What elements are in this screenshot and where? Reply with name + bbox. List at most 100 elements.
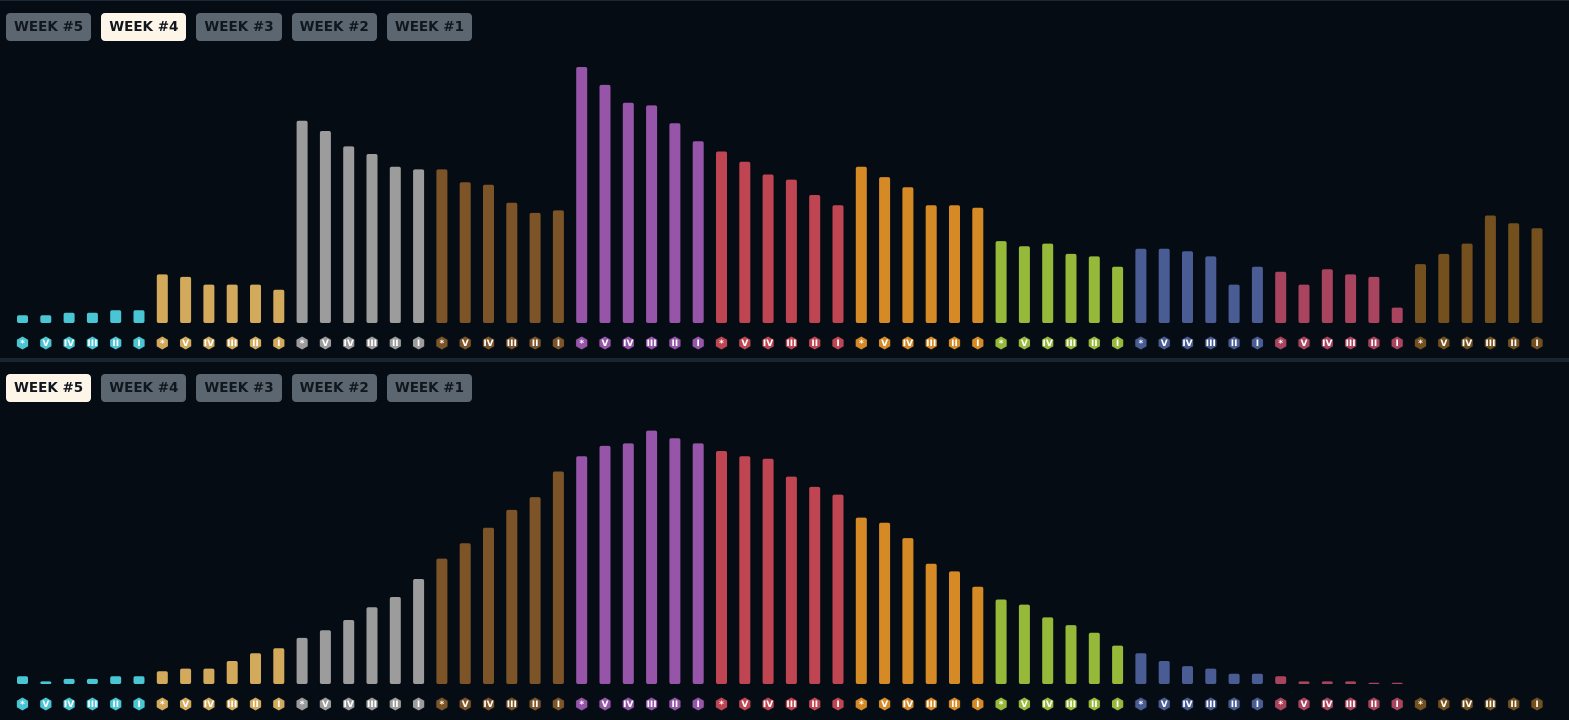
bar-silver-1[interactable] [319, 131, 331, 323]
bar-purple-1[interactable] [599, 84, 611, 324]
bar-bronze-5[interactable] [552, 471, 564, 685]
bar-silver-1[interactable] [319, 630, 331, 684]
bar-cyan-2[interactable] [63, 312, 75, 323]
bar-brown-2[interactable] [1461, 243, 1473, 323]
bar-brown-4[interactable] [1508, 223, 1520, 323]
bar-cyan-0[interactable] [17, 676, 28, 684]
bar-red-1[interactable] [739, 456, 751, 684]
bar-green-5[interactable] [1112, 266, 1124, 323]
tab-week-4[interactable]: WEEK #4 [101, 13, 187, 41]
bar-cyan-5[interactable] [133, 676, 145, 684]
bar-green-5[interactable] [1112, 645, 1124, 684]
bar-green-1[interactable] [1018, 246, 1030, 323]
bar-red-4[interactable] [809, 486, 821, 684]
bar-rose-1[interactable] [1298, 681, 1310, 684]
bar-blue-1[interactable] [1158, 661, 1170, 684]
bar-cyan-5[interactable] [133, 310, 145, 323]
bar-red-5[interactable] [832, 205, 844, 323]
bar-purple-4[interactable] [669, 123, 681, 323]
bar-red-3[interactable] [785, 179, 797, 323]
bar-orange-1[interactable] [879, 177, 891, 323]
bar-bronze-2[interactable] [483, 527, 494, 684]
bar-green-1[interactable] [1018, 604, 1030, 684]
bar-rose-2[interactable] [1321, 681, 1333, 684]
bar-orange-2[interactable] [902, 538, 914, 684]
tab-week-5[interactable]: WEEK #5 [6, 374, 92, 402]
bar-silver-3[interactable] [366, 607, 378, 684]
bar-red-4[interactable] [809, 195, 821, 323]
bar-silver-5[interactable] [413, 579, 425, 684]
bar-rose-1[interactable] [1298, 284, 1310, 323]
tab-week-3[interactable]: WEEK #3 [196, 13, 282, 41]
tab-week-4[interactable]: WEEK #4 [101, 374, 187, 402]
bar-silver-5[interactable] [413, 169, 425, 323]
tab-week-1[interactable]: WEEK #1 [386, 13, 473, 41]
bar-rose-3[interactable] [1345, 274, 1357, 323]
bar-purple-0[interactable] [576, 67, 588, 323]
bar-gold-1[interactable] [180, 668, 192, 684]
bar-red-0[interactable] [716, 151, 727, 324]
bar-blue-5[interactable] [1251, 266, 1263, 323]
bar-purple-5[interactable] [692, 141, 704, 323]
tab-week-5[interactable]: WEEK #5 [6, 13, 92, 41]
bar-bronze-4[interactable] [529, 497, 541, 684]
bar-bronze-3[interactable] [506, 202, 518, 323]
bar-cyan-1[interactable] [40, 315, 52, 323]
bar-gold-1[interactable] [180, 276, 192, 323]
bar-rose-5[interactable] [1391, 307, 1403, 323]
bar-purple-1[interactable] [599, 445, 611, 684]
bar-green-4[interactable] [1088, 256, 1100, 323]
bar-brown-0[interactable] [1415, 264, 1426, 323]
bar-rose-0[interactable] [1275, 271, 1287, 323]
bar-rose-0[interactable] [1275, 676, 1287, 684]
bar-orange-3[interactable] [925, 563, 937, 684]
bar-green-3[interactable] [1065, 625, 1077, 684]
bar-green-0[interactable] [995, 241, 1007, 323]
bar-bronze-5[interactable] [552, 210, 564, 323]
bar-orange-0[interactable] [855, 166, 867, 323]
bar-cyan-3[interactable] [86, 678, 98, 684]
bar-purple-5[interactable] [692, 443, 704, 684]
bar-gold-2[interactable] [203, 284, 215, 323]
bar-gold-4[interactable] [250, 284, 261, 323]
bar-cyan-4[interactable] [110, 310, 122, 323]
bar-bronze-4[interactable] [529, 212, 541, 323]
bar-orange-1[interactable] [879, 522, 891, 684]
bar-cyan-4[interactable] [110, 676, 122, 684]
bar-gold-4[interactable] [250, 653, 261, 684]
bar-bronze-2[interactable] [483, 184, 494, 323]
bar-rose-4[interactable] [1368, 276, 1380, 323]
bar-red-5[interactable] [832, 494, 844, 684]
bar-rose-4[interactable] [1368, 682, 1380, 684]
bar-silver-0[interactable] [296, 120, 308, 323]
bar-orange-4[interactable] [949, 205, 960, 323]
bar-blue-0[interactable] [1135, 248, 1147, 323]
bar-orange-4[interactable] [949, 571, 960, 684]
bar-silver-2[interactable] [343, 146, 355, 323]
bar-orange-0[interactable] [855, 517, 867, 684]
bar-orange-5[interactable] [972, 586, 984, 684]
bar-green-4[interactable] [1088, 632, 1100, 684]
bar-green-2[interactable] [1042, 617, 1054, 684]
bar-bronze-1[interactable] [459, 182, 471, 323]
bar-cyan-2[interactable] [63, 678, 75, 684]
bar-purple-2[interactable] [622, 102, 634, 323]
bar-blue-3[interactable] [1205, 668, 1217, 684]
bar-red-2[interactable] [762, 174, 774, 324]
bar-gold-5[interactable] [273, 648, 285, 684]
bar-blue-2[interactable] [1182, 666, 1193, 684]
bar-brown-3[interactable] [1484, 215, 1496, 324]
bar-gold-0[interactable] [156, 274, 168, 323]
bar-silver-4[interactable] [389, 166, 401, 323]
bar-blue-0[interactable] [1135, 653, 1147, 684]
bar-bronze-3[interactable] [506, 509, 518, 684]
bar-gold-3[interactable] [226, 284, 238, 323]
bar-rose-5[interactable] [1391, 682, 1403, 684]
bar-blue-4[interactable] [1228, 284, 1240, 323]
tab-week-3[interactable]: WEEK #3 [196, 374, 282, 402]
bar-blue-1[interactable] [1158, 248, 1170, 323]
bar-gold-5[interactable] [273, 289, 285, 323]
bar-green-3[interactable] [1065, 253, 1077, 323]
bar-bronze-0[interactable] [436, 558, 448, 684]
bar-gold-3[interactable] [226, 661, 238, 684]
